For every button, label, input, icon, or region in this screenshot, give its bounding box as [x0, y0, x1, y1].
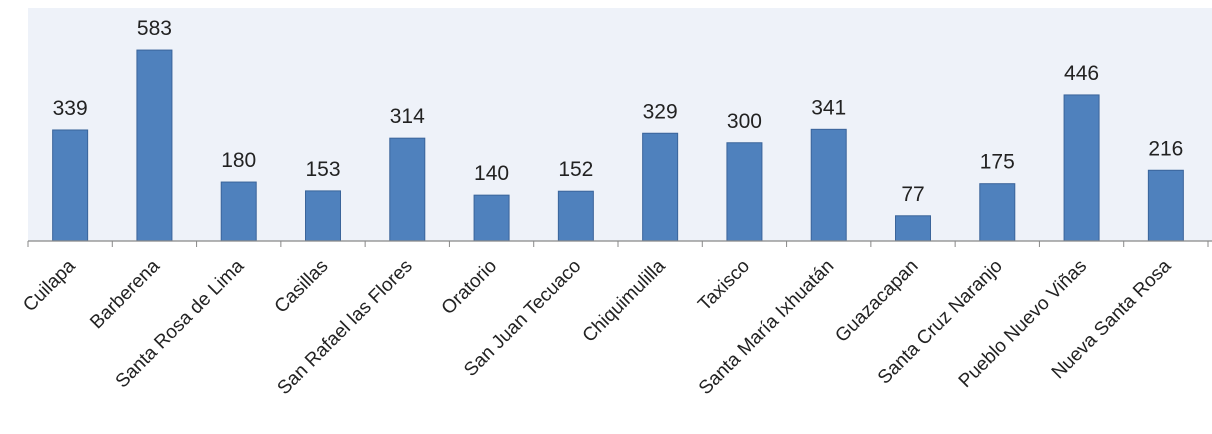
bars-group [52, 49, 1184, 242]
bar [136, 49, 173, 242]
category-label: Cuilapa [19, 255, 80, 316]
bar-value-label: 153 [305, 158, 340, 181]
bar-value-label: 329 [643, 100, 678, 123]
plot-area [28, 8, 1212, 241]
bar [389, 137, 426, 242]
bar-value-label: 216 [1148, 137, 1183, 160]
bar-value-label: 583 [137, 17, 172, 40]
bar-value-label: 300 [727, 110, 762, 133]
bar [1063, 94, 1100, 242]
bar [642, 132, 679, 242]
bar-value-label: 341 [811, 96, 846, 119]
category-label: Taxisco [694, 256, 754, 316]
bar-value-label: 314 [390, 105, 425, 128]
x-axis-ticks [27, 241, 1209, 247]
category-label: Guazacapan [831, 256, 922, 347]
bar-value-label: 180 [221, 149, 256, 172]
bar [52, 129, 89, 242]
bar [557, 190, 594, 242]
bar [979, 183, 1016, 242]
bar [810, 128, 847, 242]
bar-value-label: 152 [558, 158, 593, 181]
value-labels-group: 339 583 180 153 314 140 152 329 300 341 77 175 446 21… [53, 17, 1184, 206]
bar [1147, 169, 1184, 242]
bar [726, 142, 763, 242]
bar-value-label: 140 [474, 162, 509, 185]
category-label: Chiquimulilla [579, 255, 670, 346]
category-label: Casillas [271, 256, 333, 318]
category-label: Oratorio [438, 256, 501, 319]
bar-value-label: 77 [901, 183, 924, 206]
bar-value-label: 446 [1064, 62, 1099, 85]
bar [473, 194, 510, 242]
bar [895, 215, 931, 242]
bar-value-label: 175 [980, 151, 1015, 174]
bar-value-label: 339 [53, 97, 88, 120]
bar [220, 181, 257, 242]
category-label: Barberena [86, 255, 164, 333]
bar [305, 190, 341, 242]
